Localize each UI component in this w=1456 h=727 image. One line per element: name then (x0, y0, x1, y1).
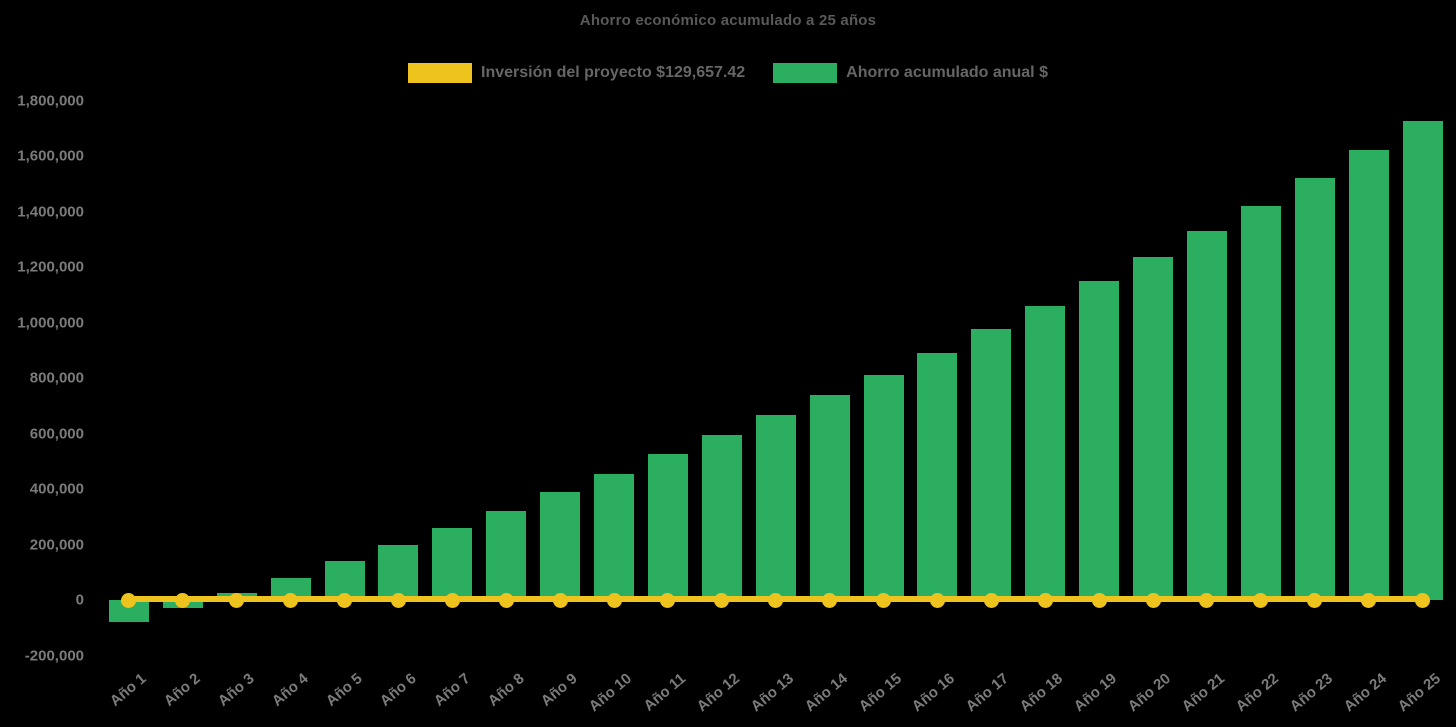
x-axis-tick-label: Año 13 (747, 670, 797, 716)
bar-año-10[interactable] (594, 473, 635, 600)
bar-año-14[interactable] (809, 394, 850, 600)
legend-item-investment[interactable]: Inversión del proyecto $129,657.42 (408, 63, 745, 83)
x-axis-tick-label: Año 5 (322, 670, 366, 710)
x-axis-tick-label: Año 12 (693, 670, 743, 716)
bar-año-25[interactable] (1402, 121, 1443, 600)
x-axis-tick-label: Año 16 (909, 670, 959, 716)
legend-label-investment: Inversión del proyecto $129,657.42 (481, 64, 746, 81)
x-axis-tick-label: Año 11 (640, 670, 689, 715)
x-axis-tick-label: Año 7 (430, 670, 474, 710)
investment-line-point[interactable] (444, 592, 460, 608)
y-axis-tick-label: 1,200,000 (17, 258, 84, 276)
bar-año-6[interactable] (378, 544, 419, 600)
investment-line-point[interactable] (121, 592, 137, 608)
y-axis-tick-label: 1,600,000 (17, 147, 84, 165)
bar-año-1[interactable] (108, 600, 149, 623)
investment-line-point[interactable] (606, 592, 622, 608)
investment-line-point[interactable] (175, 592, 191, 608)
x-axis-tick-label: Año 20 (1124, 670, 1174, 716)
bar-año-23[interactable] (1294, 178, 1335, 600)
x-axis-tick-label: Año 23 (1286, 670, 1336, 716)
x-axis-tick-label: Año 15 (855, 670, 905, 716)
legend-label-savings: Ahorro acumulado anual $ (846, 64, 1048, 81)
investment-line-point[interactable] (1145, 592, 1161, 608)
investment-line-point[interactable] (983, 592, 999, 608)
x-axis-tick-label: Año 8 (484, 670, 528, 710)
investment-line-point[interactable] (876, 592, 892, 608)
y-axis-tick-label: 0 (75, 591, 84, 609)
bar-año-4[interactable] (270, 577, 311, 600)
bar-año-16[interactable] (917, 353, 958, 600)
x-axis-tick-label: Año 4 (268, 670, 312, 710)
x-axis-tick-label: Año 9 (538, 670, 582, 710)
x-axis-tick-label: Año 21 (1178, 670, 1228, 716)
investment-line-point[interactable] (229, 592, 245, 608)
investment-line-point[interactable] (1361, 592, 1377, 608)
bar-año-21[interactable] (1186, 230, 1227, 600)
legend-item-savings[interactable]: Ahorro acumulado anual $ (773, 63, 1048, 83)
y-axis-tick-label: -200,000 (24, 647, 84, 664)
x-axis-tick-label: Año 19 (1070, 670, 1121, 716)
investment-line-point[interactable] (1253, 592, 1269, 608)
bar-año-22[interactable] (1240, 205, 1281, 600)
bar-año-24[interactable] (1348, 150, 1389, 600)
y-axis-tick-label: 800,000 (29, 369, 84, 387)
y-axis-tick-label: 1,400,000 (17, 203, 84, 220)
investment-line-point[interactable] (1199, 592, 1215, 608)
legend-swatch-investment-icon (408, 63, 473, 83)
y-axis-tick-label: 600,000 (29, 425, 84, 442)
bar-año-11[interactable] (647, 454, 688, 600)
investment-line-point[interactable] (283, 592, 299, 608)
x-axis-tick-label: Año 22 (1232, 670, 1282, 716)
legend: Inversión del proyecto $129,657.42 Ahorr… (0, 63, 1456, 83)
x-axis-tick-label: Año 17 (963, 670, 1013, 716)
y-axis-tick-label: 200,000 (29, 536, 84, 553)
x-axis-tick-label: Año 3 (214, 670, 258, 710)
bar-año-15[interactable] (863, 375, 904, 600)
y-axis-tick-label: 1,800,000 (17, 92, 84, 109)
x-axis-tick-label: Año 2 (160, 670, 204, 710)
y-axis-tick-label: 400,000 (29, 480, 84, 498)
investment-line-point[interactable] (1307, 592, 1323, 608)
investment-line-point[interactable] (822, 592, 838, 608)
investment-line-point[interactable] (337, 592, 353, 608)
bar-año-19[interactable] (1079, 280, 1120, 600)
x-axis-tick-label: Año 14 (801, 670, 851, 716)
legend-swatch-savings-icon (773, 63, 838, 83)
investment-line-point[interactable] (660, 592, 676, 608)
bar-año-17[interactable] (971, 329, 1012, 600)
y-axis-tick-label: 1,000,000 (17, 314, 84, 331)
x-axis-tick-label: Año 25 (1394, 670, 1444, 716)
x-axis-tick-label: Año 24 (1340, 670, 1390, 716)
bar-año-20[interactable] (1133, 257, 1174, 600)
investment-line-point[interactable] (390, 592, 406, 608)
x-axis-tick-label: Año 1 (107, 670, 150, 710)
bar-año-12[interactable] (701, 434, 742, 600)
investment-line-point[interactable] (1415, 592, 1431, 608)
investment-line-point[interactable] (498, 592, 514, 608)
x-axis-tick-label: Año 10 (585, 670, 635, 716)
investment-line-point[interactable] (1037, 592, 1053, 608)
chart-title: Ahorro económico acumulado a 25 años (579, 12, 877, 29)
investment-line-point[interactable] (714, 592, 730, 608)
investment-line-point[interactable] (768, 592, 784, 608)
investment-line-point[interactable] (552, 592, 568, 608)
x-axis-tick-label: Año 18 (1016, 670, 1067, 716)
bar-año-13[interactable] (755, 415, 796, 600)
x-axis-tick-label: Año 6 (376, 670, 420, 710)
bar-año-7[interactable] (432, 527, 473, 600)
bar-año-8[interactable] (486, 511, 527, 600)
investment-line-point[interactable] (929, 592, 945, 608)
bar-año-18[interactable] (1025, 305, 1066, 600)
bar-año-9[interactable] (540, 491, 581, 600)
investment-line-point[interactable] (1091, 592, 1107, 608)
